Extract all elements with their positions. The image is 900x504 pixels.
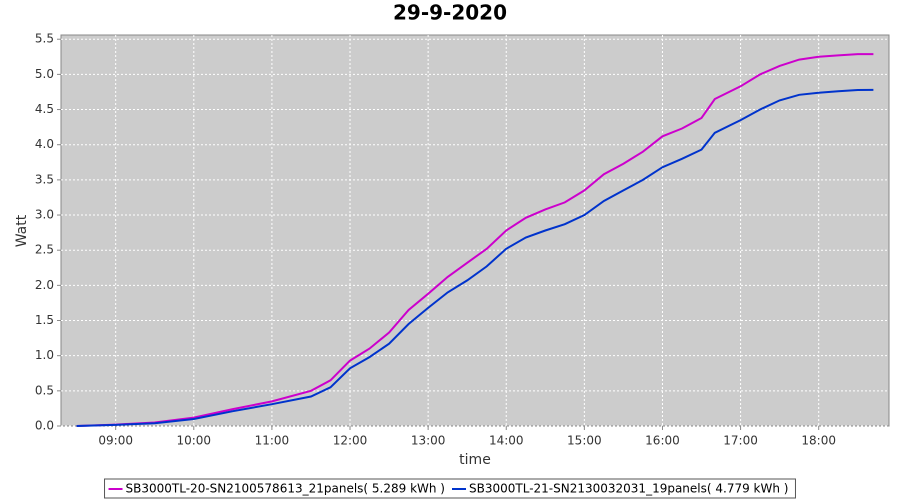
y-tick-label: 0.0 (35, 419, 54, 433)
legend-box (104, 478, 796, 499)
series-line (76, 53, 874, 427)
x-tick-label: 17:00 (723, 434, 758, 448)
y-tick-label: 4.5 (35, 102, 54, 116)
x-tick-label: 15:00 (567, 434, 602, 448)
y-tick-label: 1.0 (35, 348, 54, 362)
plot-area (60, 34, 890, 427)
series-line (76, 88, 874, 427)
x-tick-label: 13:00 (411, 434, 446, 448)
x-axis-label: time (459, 452, 491, 468)
y-tick-label: 2.0 (35, 278, 54, 292)
legend-text: SB3000TL-21-SN2130032031_19panels( 4.779… (469, 482, 788, 496)
x-tick-label: 12:00 (333, 434, 368, 448)
y-tick-label: 2.5 (35, 243, 54, 257)
x-tick-label: 18:00 (801, 434, 836, 448)
legend: SB3000TL-20-SN2100578613_21panels( 5.289… (104, 478, 796, 499)
chart-title: 29-9-2020 (393, 1, 507, 25)
y-tick-label: 3.0 (35, 208, 54, 222)
y-tick-label: 5.5 (35, 32, 54, 46)
y-tick-label: 1.5 (35, 313, 54, 327)
x-tick-label: 14:00 (489, 434, 524, 448)
x-tick-label: 11:00 (255, 434, 290, 448)
x-tick-label: 09:00 (98, 434, 133, 448)
y-axis-label: Watt (14, 214, 30, 247)
x-tick-label: 10:00 (176, 434, 211, 448)
legend-text: SB3000TL-20-SN2100578613_21panels( 5.289… (126, 482, 445, 496)
y-tick-label: 4.0 (35, 137, 54, 151)
y-tick-label: 5.0 (35, 67, 54, 81)
x-tick-label: 16:00 (645, 434, 680, 448)
y-tick-label: 0.5 (35, 383, 54, 397)
y-tick-label: 3.5 (35, 172, 54, 186)
